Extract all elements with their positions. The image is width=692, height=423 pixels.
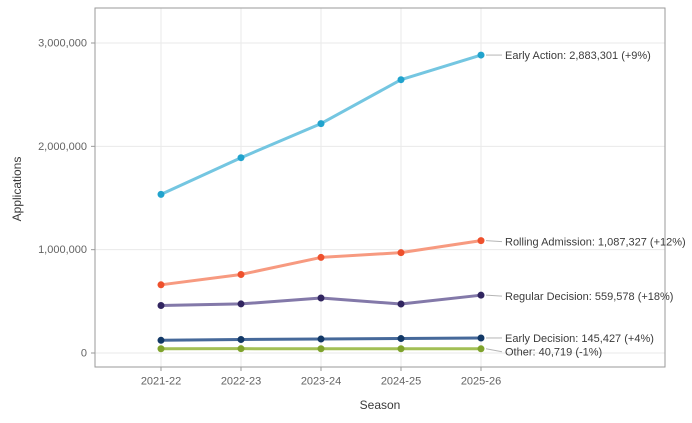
y-tick-label: 1,000,000: [38, 244, 87, 256]
data-point-early-action: [237, 154, 245, 162]
data-point-early-action: [397, 76, 405, 84]
x-tick-label: 2023-24: [301, 376, 341, 388]
y-tick-label: 0: [81, 348, 87, 360]
data-point-rolling-admission: [317, 253, 325, 261]
series-end-label-rolling-admission: Rolling Admission: 1,087,327 (+12%): [505, 236, 686, 248]
label-connector-other: [485, 348, 503, 353]
x-axis-title: Season: [359, 398, 401, 412]
data-point-regular-decision: [157, 301, 165, 309]
data-point-early-decision: [317, 335, 325, 343]
y-tick-label: 3,000,000: [38, 38, 87, 50]
data-point-other: [157, 345, 165, 353]
series-end-label-other: Other: 40,719 (-1%): [505, 347, 602, 359]
label-connector-regular-decision: [485, 294, 503, 297]
x-tick-label: 2025-26: [461, 376, 501, 388]
data-point-early-action: [477, 51, 485, 59]
data-point-regular-decision: [397, 300, 405, 308]
series-end-label-early-decision: Early Decision: 145,427 (+4%): [505, 333, 654, 345]
data-point-other: [477, 345, 485, 353]
data-point-rolling-admission: [157, 281, 165, 289]
data-point-early-decision: [237, 335, 245, 343]
data-point-rolling-admission: [477, 237, 485, 245]
x-tick-label: 2024-25: [381, 376, 421, 388]
x-tick-label: 2022-23: [221, 376, 261, 388]
data-point-early-decision: [477, 334, 485, 342]
series-end-label-regular-decision: Regular Decision: 559,578 (+18%): [505, 291, 673, 303]
data-point-early-decision: [397, 335, 405, 343]
data-point-early-decision: [157, 336, 165, 344]
data-point-rolling-admission: [397, 249, 405, 257]
data-point-other: [237, 345, 245, 353]
data-point-other: [397, 345, 405, 353]
x-tick-label: 2021-22: [141, 376, 181, 388]
data-point-regular-decision: [317, 294, 325, 302]
data-point-regular-decision: [477, 291, 485, 299]
y-tick-label: 2,000,000: [38, 141, 87, 153]
data-point-regular-decision: [237, 300, 245, 308]
data-point-early-action: [317, 120, 325, 128]
data-point-early-action: [157, 190, 165, 198]
plot-border: [94, 7, 666, 368]
series-end-label-early-action: Early Action: 2,883,301 (+9%): [505, 50, 651, 62]
label-connector-rolling-admission: [485, 240, 503, 243]
y-axis-title: Applications: [10, 156, 24, 222]
data-point-other: [317, 345, 325, 353]
data-point-rolling-admission: [237, 270, 245, 278]
